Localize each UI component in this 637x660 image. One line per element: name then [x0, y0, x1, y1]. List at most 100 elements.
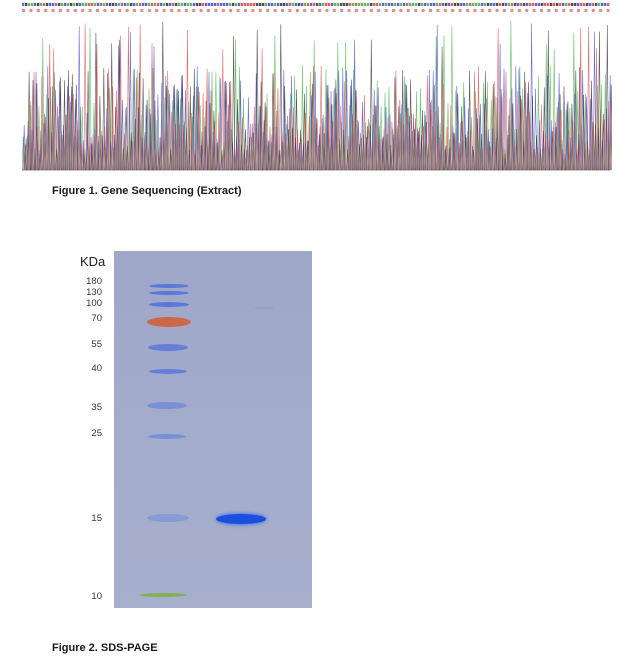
base-call-mark — [412, 3, 415, 6]
base-call-mark — [64, 3, 67, 6]
amino-acid-mark — [295, 9, 299, 12]
base-call-mark — [259, 3, 262, 6]
amino-acid-mark — [266, 9, 270, 12]
base-call-mark — [247, 3, 250, 6]
amino-acid-mark — [244, 9, 247, 12]
base-call-mark — [598, 3, 601, 6]
base-call-mark — [529, 3, 532, 6]
amino-acid-mark — [170, 9, 173, 12]
base-call-mark — [358, 3, 361, 6]
amino-acid-mark — [229, 9, 233, 12]
base-call-mark — [214, 3, 217, 6]
amino-acid-mark — [155, 9, 159, 12]
base-call-mark — [373, 3, 376, 6]
base-call-mark — [217, 3, 220, 6]
base-call-mark — [346, 3, 349, 6]
ladder-band-55 — [148, 344, 188, 351]
marker-label-100: 100 — [86, 298, 102, 309]
base-call-mark — [547, 3, 550, 6]
base-call-mark — [313, 3, 316, 6]
amino-acid-mark — [118, 9, 122, 12]
base-call-mark — [433, 3, 436, 6]
base-call-mark — [166, 3, 169, 6]
base-call-mark — [427, 3, 430, 6]
base-call-mark — [142, 3, 145, 6]
ladder-band-130 — [149, 291, 189, 295]
base-call-mark — [79, 3, 82, 6]
base-call-mark — [304, 3, 307, 6]
base-call-mark — [451, 3, 454, 6]
amino-acid-mark — [51, 9, 55, 12]
base-call-mark — [28, 3, 31, 6]
base-call-mark — [277, 3, 280, 6]
marker-label-55: 55 — [91, 339, 102, 350]
base-call-mark — [133, 3, 136, 6]
base-call-mark — [196, 3, 199, 6]
amino-acid-mark — [184, 9, 188, 12]
amino-acid-mark — [347, 9, 351, 12]
base-call-mark — [463, 3, 466, 6]
base-call-mark — [76, 3, 79, 6]
base-call-mark — [397, 3, 400, 6]
base-call-mark — [49, 3, 52, 6]
amino-acid-mark — [303, 9, 307, 12]
base-call-mark — [88, 3, 91, 6]
amino-acid-mark — [569, 9, 573, 12]
base-call-mark — [202, 3, 205, 6]
base-call-mark — [517, 3, 520, 6]
base-call-mark — [301, 3, 304, 6]
base-call-mark — [478, 3, 481, 6]
base-call-mark — [535, 3, 538, 6]
base-call-mark — [520, 3, 523, 6]
base-call-mark — [394, 3, 397, 6]
base-call-mark — [250, 3, 253, 6]
marker-label-10: 10 — [91, 591, 102, 602]
base-call-mark — [124, 3, 127, 6]
base-call-mark — [340, 3, 343, 6]
base-call-mark — [487, 3, 490, 6]
amino-acid-mark — [554, 9, 558, 12]
base-call-mark — [508, 3, 511, 6]
base-call-mark — [280, 3, 283, 6]
base-call-mark — [328, 3, 331, 6]
amino-acid-mark — [547, 9, 551, 12]
amino-acid-mark — [399, 9, 403, 12]
sample-band — [216, 514, 266, 524]
base-call-mark — [385, 3, 388, 6]
base-call-mark — [286, 3, 289, 6]
base-call-mark — [25, 3, 28, 6]
amino-acid-mark — [584, 9, 588, 12]
base-call-mark — [160, 3, 163, 6]
base-call-mark — [73, 3, 76, 6]
amino-acid-mark — [421, 9, 425, 12]
marker-label-25: 25 — [91, 428, 102, 439]
amino-acid-mark — [591, 9, 595, 12]
amino-acid-mark — [110, 9, 114, 12]
base-call-mark — [367, 3, 370, 6]
marker-label-40: 40 — [91, 363, 102, 374]
base-call-mark — [472, 3, 475, 6]
base-call-mark — [58, 3, 61, 6]
amino-acid-mark — [199, 9, 203, 12]
base-call-mark — [352, 3, 355, 6]
base-call-mark — [265, 3, 268, 6]
amino-acid-mark — [517, 9, 521, 12]
base-call-mark — [490, 3, 493, 6]
base-call-mark — [604, 3, 607, 6]
base-call-mark — [370, 3, 373, 6]
amino-acid-mark — [73, 9, 77, 12]
base-call-mark — [442, 3, 445, 6]
base-call-mark — [220, 3, 223, 6]
base-call-mark — [106, 3, 109, 6]
base-call-mark — [112, 3, 115, 6]
amino-acid-mark — [599, 9, 603, 12]
amino-acid-mark — [44, 9, 48, 12]
base-call-mark — [100, 3, 103, 6]
base-call-mark — [334, 3, 337, 6]
base-call-mark — [205, 3, 208, 6]
base-call-mark — [526, 3, 529, 6]
base-call-mark — [157, 3, 160, 6]
base-call-mark — [556, 3, 559, 6]
base-call-mark — [349, 3, 352, 6]
amino-acid-mark — [125, 9, 129, 12]
